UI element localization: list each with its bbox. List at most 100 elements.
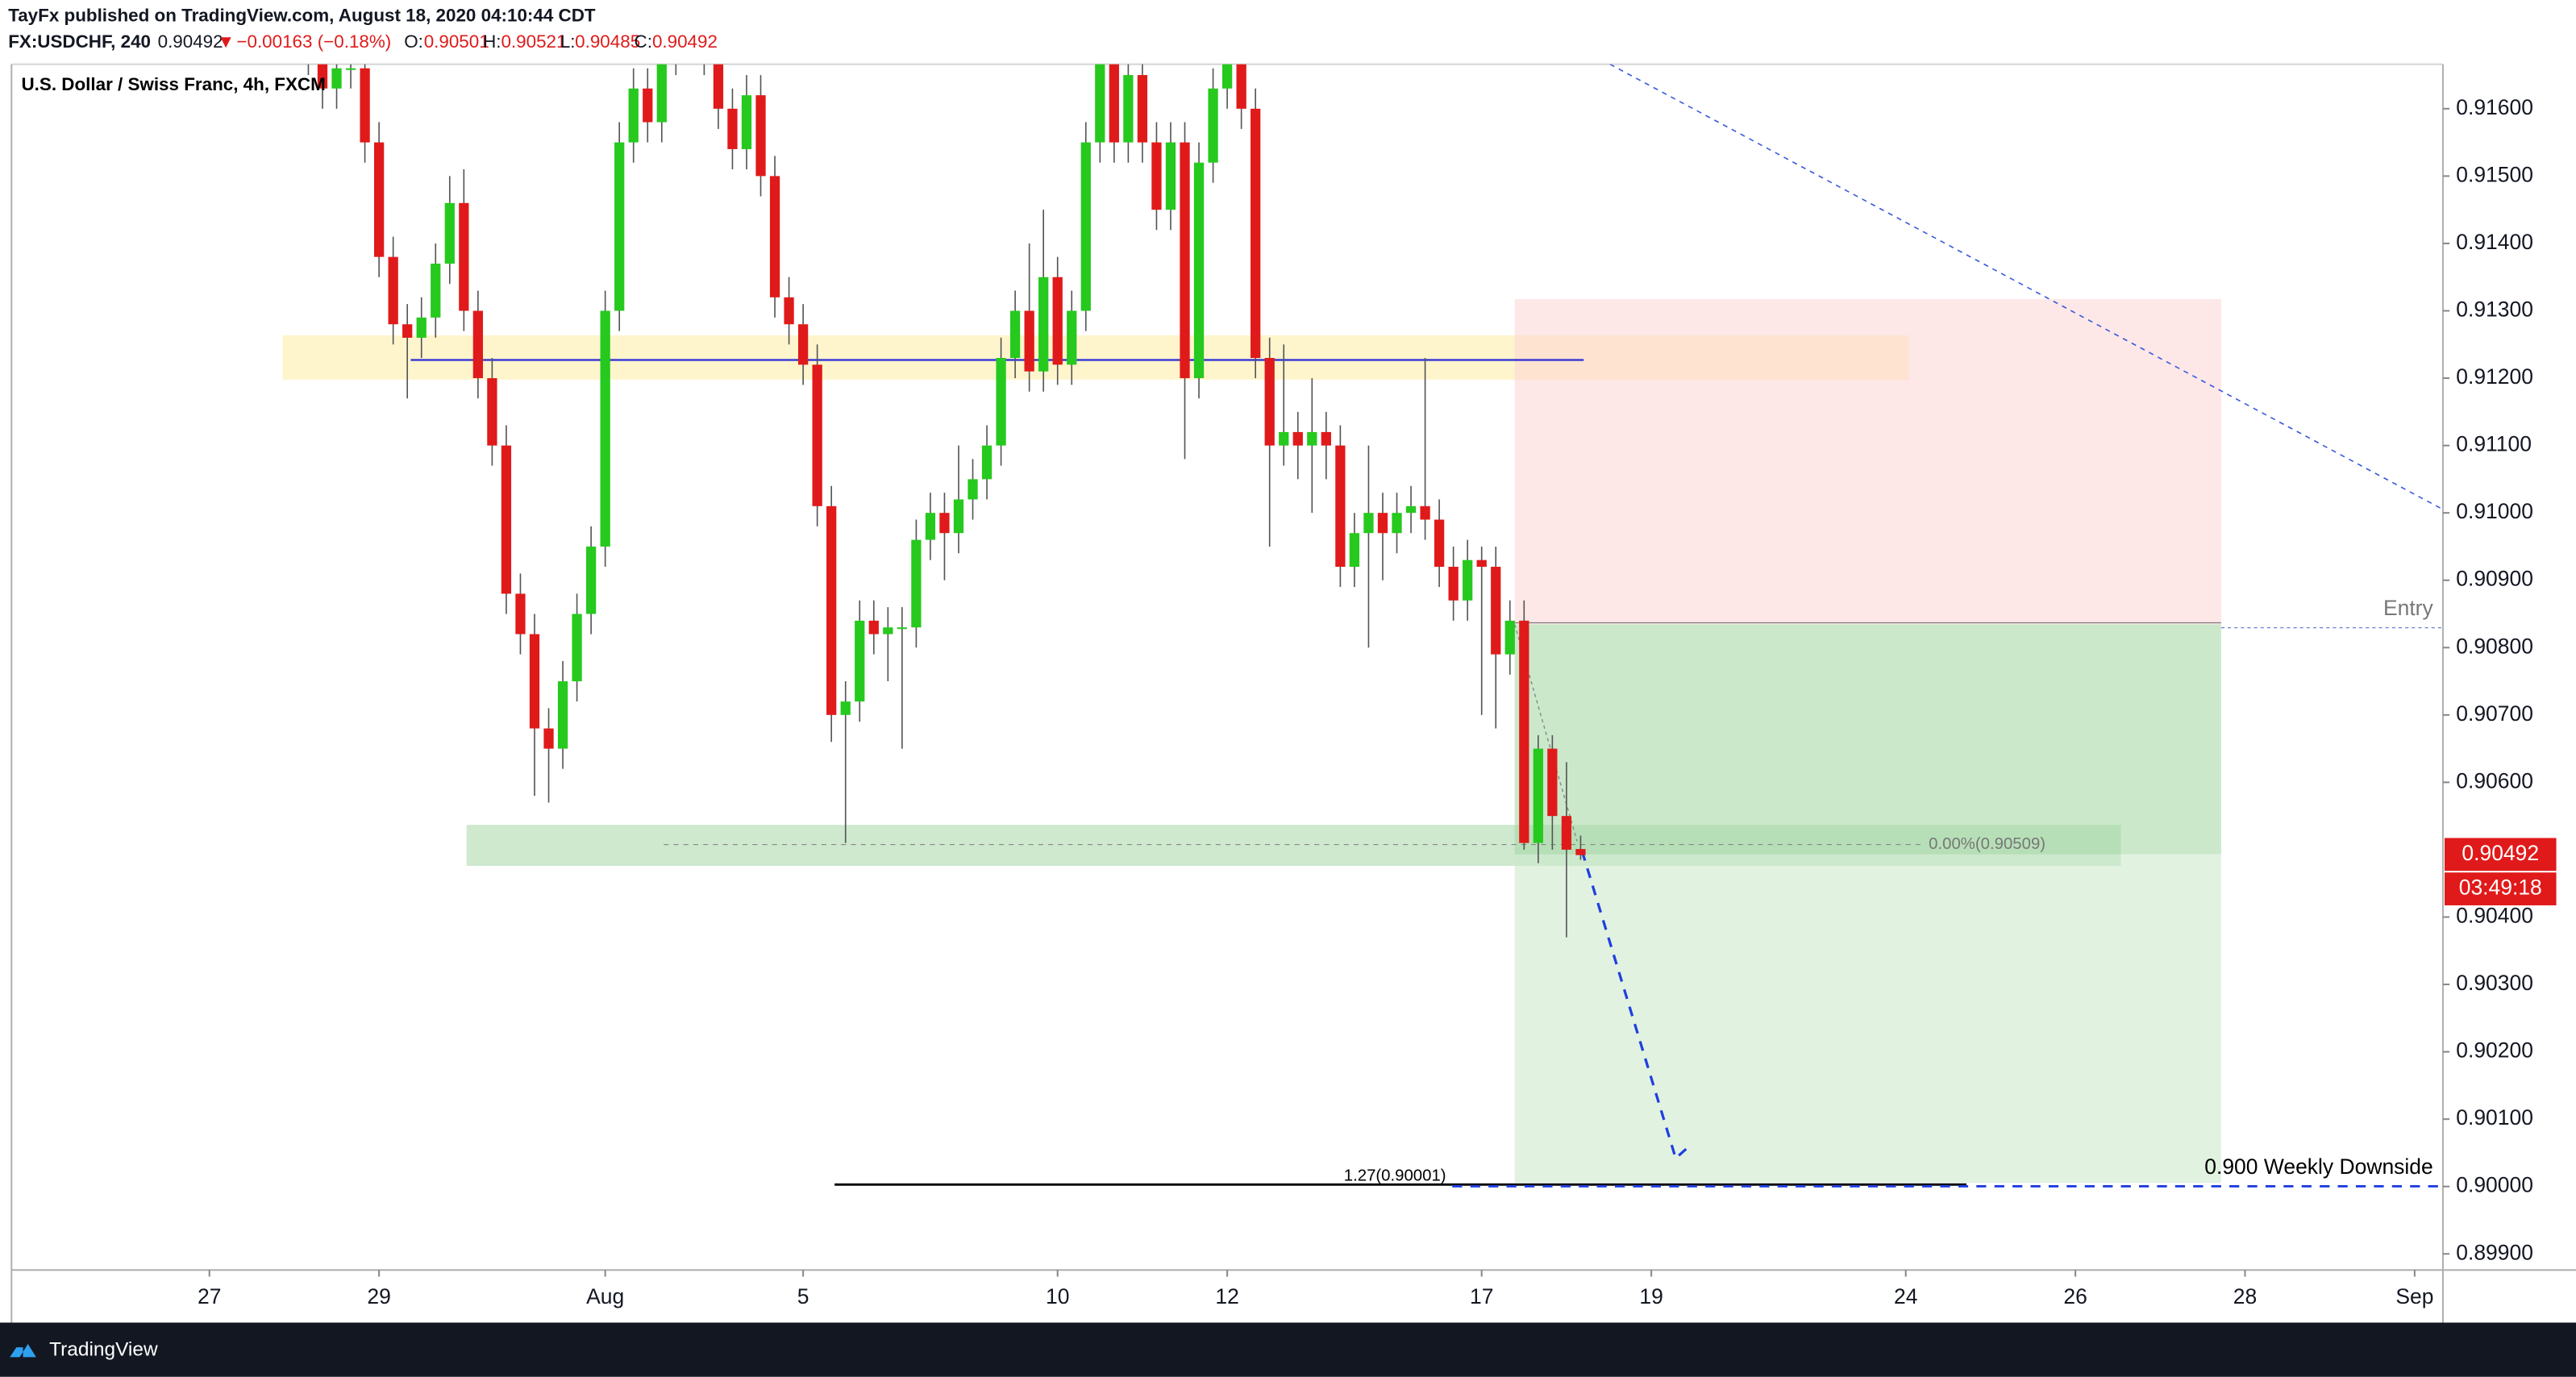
y-tick-label: 0.91300 — [2456, 297, 2533, 322]
y-tick-label: 0.91500 — [2456, 162, 2533, 186]
fib-127-label: 1.27(0.90001) — [1344, 1167, 1446, 1185]
candle-body — [1038, 277, 1049, 372]
candle-body — [1193, 162, 1205, 379]
l-label: L: — [560, 31, 576, 52]
entry-label: Entry — [2383, 596, 2434, 620]
o-label: O: — [404, 31, 423, 52]
candle-body — [317, 64, 328, 89]
candle-body — [1504, 620, 1515, 655]
last: 0.90492 — [158, 31, 223, 52]
y-tick-label: 0.90900 — [2456, 567, 2533, 591]
y-tick-label: 0.90700 — [2456, 701, 2533, 726]
candle-body — [1292, 431, 1303, 446]
candle-body — [444, 202, 455, 264]
candle-body — [1251, 108, 1261, 358]
x-tick-label: 5 — [797, 1284, 809, 1308]
candle-body — [1009, 310, 1021, 358]
candle-body — [840, 701, 851, 715]
fib-leg — [1514, 624, 1578, 842]
candle-body — [1123, 75, 1134, 143]
candle-body — [1236, 64, 1246, 109]
candle-body — [855, 620, 865, 702]
y-tick-label: 0.90300 — [2456, 971, 2533, 995]
candle-body — [1575, 849, 1586, 855]
candle-body — [1264, 357, 1275, 446]
candle-body — [331, 68, 342, 89]
x-tick-label: Sep — [2395, 1284, 2433, 1308]
y-tick-label: 0.89900 — [2456, 1240, 2533, 1264]
candle-body — [360, 68, 370, 143]
drawings: Entry 0.00%(0.90509) 1.27(0.90001) 0.900… — [282, 64, 2443, 1188]
candle-body — [1335, 445, 1346, 568]
y-tick-label: 0.91400 — [2456, 230, 2533, 254]
axes: 0.89900 0.90000 0.90100 0.90200 0.90300 0.904… — [198, 95, 2533, 1308]
candle-body — [911, 539, 922, 628]
y-tick-label: 0.91200 — [2456, 364, 2533, 389]
x-tick-label: 29 — [367, 1284, 390, 1308]
candle-body — [883, 627, 893, 634]
price-tag — [2444, 838, 2557, 872]
candle-body — [656, 64, 667, 123]
candle-body — [345, 68, 356, 70]
candle-body — [600, 310, 610, 547]
candle-body — [1420, 505, 1430, 520]
candle-body — [572, 614, 582, 682]
x-tick-label: 27 — [198, 1284, 221, 1308]
h-label: H: — [483, 31, 501, 52]
candle-body — [1349, 533, 1360, 568]
candle-body — [459, 202, 469, 311]
candle-body — [925, 513, 936, 540]
candle-body — [402, 324, 413, 338]
candle-body — [1434, 519, 1445, 568]
candle-body — [628, 88, 639, 143]
candle-body — [784, 297, 794, 325]
x-tick-label: 12 — [1215, 1284, 1238, 1308]
candle-body — [1519, 620, 1529, 843]
candle-body — [1491, 567, 1501, 655]
candle-body — [826, 505, 837, 715]
candle-body — [1279, 431, 1289, 446]
profit-zone-extended — [1514, 854, 2221, 1184]
candle-body — [1561, 816, 1572, 850]
candle-body — [557, 681, 568, 749]
candle-body — [1533, 748, 1543, 843]
brand: TradingView — [49, 1339, 158, 1361]
candles — [307, 64, 1586, 938]
candle-body — [1095, 64, 1105, 143]
publisher: TayFx published on TradingView.com, Augu… — [8, 6, 596, 26]
x-tick-label: 28 — [2233, 1284, 2257, 1308]
candle-body — [1405, 505, 1417, 514]
candle-body — [968, 479, 978, 500]
candle-body — [431, 264, 441, 318]
candle-body — [769, 176, 780, 297]
candle-body — [981, 445, 993, 480]
candle-body — [812, 364, 822, 506]
ohlc-line: FX:USDCHF, 240 0.90492 ▼ −0.00163 (−0.18… — [8, 31, 718, 52]
arrow: ▼ — [217, 31, 235, 52]
candle-body — [614, 142, 625, 311]
candle-body — [1307, 431, 1317, 446]
candle-body — [1476, 560, 1487, 568]
candle-body — [1392, 513, 1402, 534]
candle-body — [1377, 513, 1388, 534]
candle-body — [755, 95, 766, 177]
candle-body — [1067, 310, 1077, 365]
footer — [0, 1322, 2576, 1377]
profit-zone — [1514, 624, 2221, 855]
candle-body — [388, 256, 398, 325]
candle-body — [939, 513, 950, 534]
candle-body — [373, 142, 385, 257]
candle-body — [953, 499, 964, 534]
x-tick-label: 10 — [1046, 1284, 1069, 1308]
candle-body — [643, 88, 653, 123]
y-tick-label: 0.90400 — [2456, 903, 2533, 927]
candle-body — [1165, 142, 1176, 210]
target-label: 0.900 Weekly Downside — [2204, 1154, 2432, 1179]
y-tick-label: 0.91100 — [2456, 432, 2532, 456]
candle-body — [487, 378, 497, 446]
candle-body — [1547, 748, 1558, 817]
y-tick-label: 0.91600 — [2456, 95, 2533, 119]
y-tick-label: 0.90100 — [2456, 1105, 2533, 1129]
